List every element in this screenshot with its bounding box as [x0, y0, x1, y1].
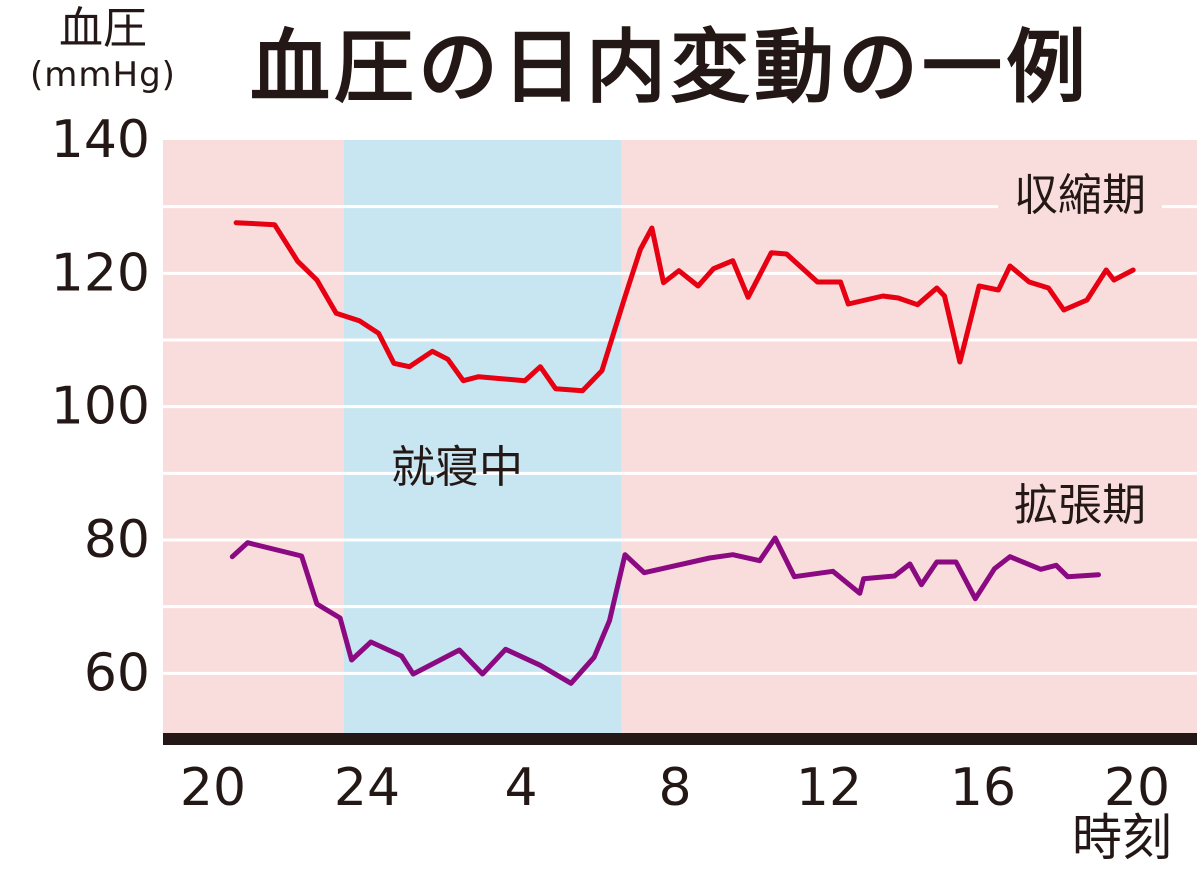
label-bg — [998, 168, 1162, 220]
x-tick-label: 8 — [658, 758, 691, 818]
series-label: 拡張期 — [1014, 480, 1146, 531]
x-tick-label: 4 — [504, 758, 537, 818]
sleep-period-label: 就寝中 — [391, 442, 523, 493]
x-axis-title: 時刻 — [1072, 809, 1172, 867]
y-tick-label: 100 — [51, 377, 150, 437]
y-tick-label: 120 — [51, 243, 150, 303]
x-tick-label: 24 — [334, 758, 400, 818]
y-tick-label: 80 — [84, 510, 150, 570]
x-axis-line — [163, 733, 1197, 745]
day-background — [163, 140, 1197, 740]
plot-background — [163, 140, 1197, 740]
y-axis-title: 血圧 — [59, 3, 147, 54]
data-series — [229, 220, 1136, 686]
gridlines — [163, 205, 1197, 675]
x-tick-label: 16 — [950, 758, 1016, 818]
x-tick-label: 20 — [1104, 758, 1170, 818]
x-axis-ticks: 20 24 4 8 12 16 20 — [180, 758, 1170, 818]
diastolic-line — [229, 535, 1101, 686]
y-tick-label: 60 — [84, 643, 150, 703]
y-axis-ticks: 60 80 100 120 140 — [51, 110, 150, 703]
x-tick-label: 20 — [180, 758, 246, 818]
y-axis-unit-label: 血圧 (mmHg) — [8, 6, 198, 98]
x-tick-label: 12 — [796, 758, 862, 818]
y-tick-label: 140 — [51, 110, 150, 170]
systolic-line — [233, 220, 1136, 394]
series-label: 収縮期 — [1014, 170, 1146, 221]
y-axis-unit: (mmHg) — [30, 55, 176, 95]
label-bg — [998, 478, 1162, 530]
chart-title: 血圧の日内変動の一例 — [250, 21, 1090, 114]
sleep-period-band — [343, 140, 622, 740]
